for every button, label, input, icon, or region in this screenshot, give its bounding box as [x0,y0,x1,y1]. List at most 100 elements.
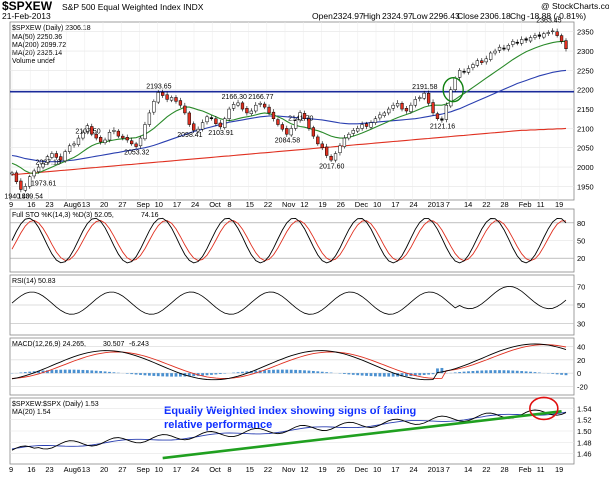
rsi-line [11,285,567,315]
candle-body [63,151,67,162]
macd-hist-bar [112,372,116,374]
rsi-y-tick: 70 [577,282,585,291]
ratio-label: $SPXEW:$SPX (Daily) 1.53 [12,401,99,408]
price-label: 1939.54 [18,194,43,201]
macd-hist-bar [551,373,555,374]
macd-hist-bar [351,373,355,375]
legend-ma50: MA(50) 2250.36 [12,34,62,41]
ratio-line [11,409,567,451]
x-axis-label: 26 [337,200,345,209]
candle-body [351,130,355,134]
candle-body [280,124,285,130]
candle-body [524,38,528,41]
x-axis-label: Aug6 [64,200,82,209]
macd-hist-bar [46,370,49,374]
candle-body [50,153,54,158]
candle-body [333,153,338,161]
x-axis-label-bottom: 10 [155,465,163,474]
candle-body [45,156,50,163]
candle-body [533,35,537,38]
x-axis-label: 20 [100,200,108,209]
macd-hist-bar [108,371,111,374]
x-axis-label: 13 [82,200,90,209]
macd-hist-bar [152,373,156,376]
macd-hist-bar [23,372,27,374]
macd-hist-bar [382,373,386,377]
macd-hist-bar [418,373,422,376]
macd-y-tick: -20 [577,382,588,391]
x-axis-label-bottom: 22 [482,465,490,474]
open-value: 2324.97 [333,11,364,21]
candle-body [364,123,369,127]
price-y-tick: 2350 [577,28,594,37]
legend-volume: Volume undef [12,58,55,65]
macd-hist-bar [427,373,431,375]
macd-hist-bar [289,369,293,374]
x-axis-label-bottom: 20 [100,465,108,474]
candle-body [435,113,440,119]
x-axis-label: 8 [227,200,231,209]
macd-hist-bar [50,370,54,374]
high-label: High [363,11,381,21]
candle-body [391,104,395,109]
macd-hist-bar [294,369,298,374]
candle-body [240,102,245,110]
price-label: 1940.40 [4,193,29,200]
macd-hist-bar [506,370,510,374]
candle-body [125,137,129,141]
candle-body [32,170,36,177]
macd-hist-bar [63,369,67,374]
candle-body [520,39,524,44]
macd-hist-bar [431,373,435,375]
high-value: 2324.97 [382,11,413,21]
macd-panel [9,337,575,396]
macd-hist-bar [59,369,63,374]
macd-hist-bar [538,372,541,374]
candle-body [466,68,471,73]
x-axis-label-bottom: 28 [500,465,508,474]
macd-y-tick: 40 [577,343,585,352]
x-axis-label: 10 [373,200,381,209]
x-axis-label: 19 [555,200,563,209]
candle-body [413,99,417,106]
candle-body [258,103,262,105]
x-axis-label-bottom: Oct [209,465,222,474]
x-axis-label-bottom: 12 [300,465,308,474]
rsi-y-tick: 30 [577,320,585,329]
x-axis-label: 19 [318,200,326,209]
x-axis-label-bottom: 19 [555,465,563,474]
x-axis-label: 7 [446,200,450,209]
candle-body [138,137,143,147]
x-axis-label: 9 [9,200,13,209]
macd-hist-bar [325,372,329,374]
ratio-y-tick: 1.46 [577,450,592,459]
candle-body [178,100,183,106]
candle-body [19,180,23,190]
macd-hist-bar [241,371,244,374]
x-axis-label-bottom: 11 [537,465,545,474]
candle-body [249,110,253,114]
x-axis-label: 2013 [428,200,445,209]
macd-hist-bar [143,373,147,376]
price-label: 2084.58 [275,138,300,145]
macd-hist-bar [458,372,462,374]
candle-body [103,139,107,143]
macd-y-tick: 20 [577,356,585,365]
x-axis-label: 14 [464,200,472,209]
price-label: 1973.61 [31,181,56,188]
macd-signal-line [11,344,567,379]
candle-body [174,97,178,102]
ratio-y-tick: 1.54 [577,404,592,413]
x-axis-label-bottom: 24 [409,465,417,474]
x-axis-label-bottom: 26 [337,465,345,474]
x-axis-label: 15 [246,200,254,209]
candle-body [227,108,231,119]
macd-hist-bar [77,369,80,374]
price-label: 2363.45 [536,18,561,25]
candle-body [493,50,497,54]
candle-body [307,118,311,129]
macd-hist-bar [467,371,470,374]
macd-hist-bar [54,369,58,374]
candle-body [81,132,85,139]
